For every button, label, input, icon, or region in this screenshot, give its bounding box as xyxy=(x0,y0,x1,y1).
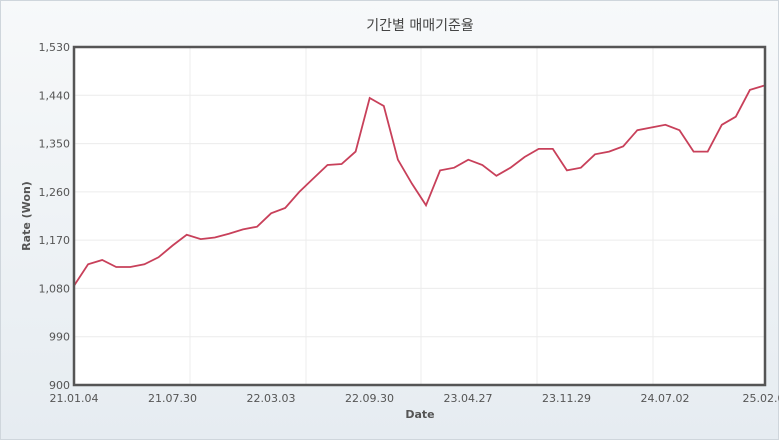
x-tick-label: 21.01.04 xyxy=(50,392,99,405)
x-tick-label: 22.03.03 xyxy=(247,392,296,405)
plot-border xyxy=(72,45,767,387)
x-tick-label: 23.04.27 xyxy=(444,392,493,405)
y-tick-label: 1,260 xyxy=(39,186,71,199)
y-tick-label: 1,350 xyxy=(39,138,71,151)
y-tick-label: 1,080 xyxy=(39,282,71,295)
y-tick-label: 1,170 xyxy=(39,234,71,247)
y-tick-label: 1,440 xyxy=(39,89,71,102)
y-tick-label: 990 xyxy=(49,331,70,344)
x-tick-label: 23.11.29 xyxy=(542,392,591,405)
x-axis-title: Date xyxy=(405,408,434,421)
plot-area xyxy=(74,47,765,385)
x-tick-label: 24.07.02 xyxy=(641,392,690,405)
x-tick-label: 22.09.30 xyxy=(345,392,394,405)
series-line xyxy=(73,84,765,287)
y-axis-title: Rate (Won) xyxy=(20,181,33,251)
x-tick-label: 25.02.0 xyxy=(743,392,779,405)
chart-title: 기간별 매매기준율 xyxy=(366,18,474,34)
y-tick-label: 900 xyxy=(49,379,70,392)
x-tick-label: 21.07.30 xyxy=(148,392,197,405)
y-tick-label: 1,530 xyxy=(39,41,71,54)
